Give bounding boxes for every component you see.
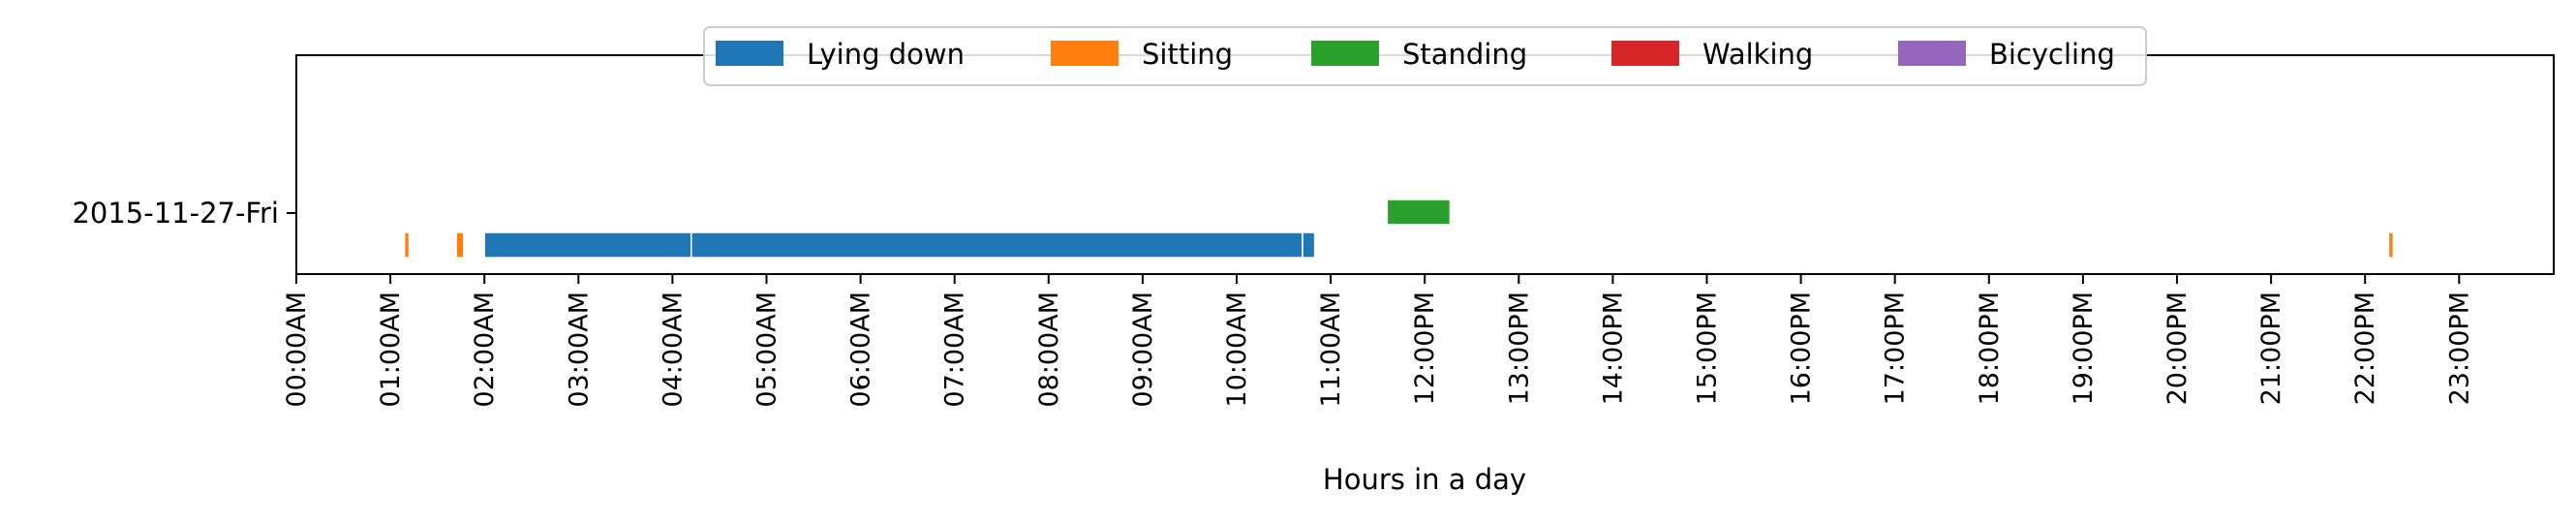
- x-tick-label-10: 10:00AM: [1222, 292, 1252, 408]
- bar-lying-down-1: [690, 231, 1303, 259]
- legend-swatch-walking: [1611, 41, 1679, 66]
- legend-label-bicycling: Bicycling: [1989, 38, 2115, 71]
- x-tick-label-7: 07:00AM: [940, 292, 970, 408]
- x-tick-label-2: 02:00AM: [470, 292, 500, 408]
- x-tick-label-12: 12:00PM: [1410, 292, 1440, 405]
- x-tick-label-19: 19:00PM: [2069, 292, 2099, 405]
- x-tick-label-15: 15:00PM: [1693, 292, 1723, 405]
- x-tick-label-6: 06:00AM: [846, 292, 876, 408]
- x-tick-label-23: 23:00PM: [2444, 292, 2474, 405]
- x-tick-label-13: 13:00PM: [1504, 292, 1534, 405]
- x-tick-label-4: 04:00AM: [658, 292, 688, 408]
- x-tick-label-16: 16:00PM: [1787, 292, 1817, 405]
- y-tick-label-0: 2015-11-27-Fri: [72, 197, 279, 230]
- x-tick-label-8: 08:00AM: [1034, 292, 1064, 408]
- legend: Lying down Sitting Standing Walking Bicyclin…: [703, 26, 2147, 86]
- x-tick-label-21: 21:00PM: [2256, 292, 2286, 405]
- legend-label-sitting: Sitting: [1142, 38, 1233, 71]
- x-axis: 00:00AM 01:00AM 02:00AM 03:00AM 04:00AM 05:00…: [282, 274, 2474, 408]
- y-axis: 2015-11-27-Fri: [72, 197, 296, 230]
- x-tick-label-9: 09:00AM: [1128, 292, 1158, 408]
- x-tick-label-3: 03:00AM: [564, 292, 594, 408]
- bar-sitting-1: [455, 231, 465, 259]
- legend-swatch-standing: [1311, 41, 1379, 66]
- x-tick-label-11: 11:00AM: [1316, 292, 1346, 408]
- x-tick-label-18: 18:00PM: [1975, 292, 2005, 405]
- legend-label-lying-down: Lying down: [807, 38, 965, 71]
- x-tick-label-17: 17:00PM: [1881, 292, 1911, 405]
- x-tick-label-5: 05:00AM: [752, 292, 782, 408]
- legend-swatch-lying-down: [716, 41, 783, 66]
- legend-label-walking: Walking: [1702, 38, 1813, 71]
- x-tick-label-1: 01:00AM: [376, 292, 406, 408]
- x-tick-label-14: 14:00PM: [1598, 292, 1628, 405]
- legend-swatch-bicycling: [1898, 41, 1966, 66]
- bar-sitting-0: [403, 231, 411, 259]
- bar-lying-down-0: [483, 231, 692, 259]
- x-tick-label-0: 00:00AM: [282, 292, 312, 408]
- x-tick-label-22: 22:00PM: [2350, 292, 2380, 405]
- bar-lying-down-2: [1302, 231, 1316, 259]
- legend-label-standing: Standing: [1402, 38, 1527, 71]
- legend-swatch-sitting: [1051, 41, 1119, 66]
- bar-sitting-2: [2387, 231, 2395, 259]
- bar-standing-0: [1386, 199, 1452, 226]
- x-axis-label: Hours in a day: [1323, 463, 1526, 496]
- activity-bars: [403, 199, 2395, 259]
- x-tick-label-20: 20:00PM: [2162, 292, 2193, 405]
